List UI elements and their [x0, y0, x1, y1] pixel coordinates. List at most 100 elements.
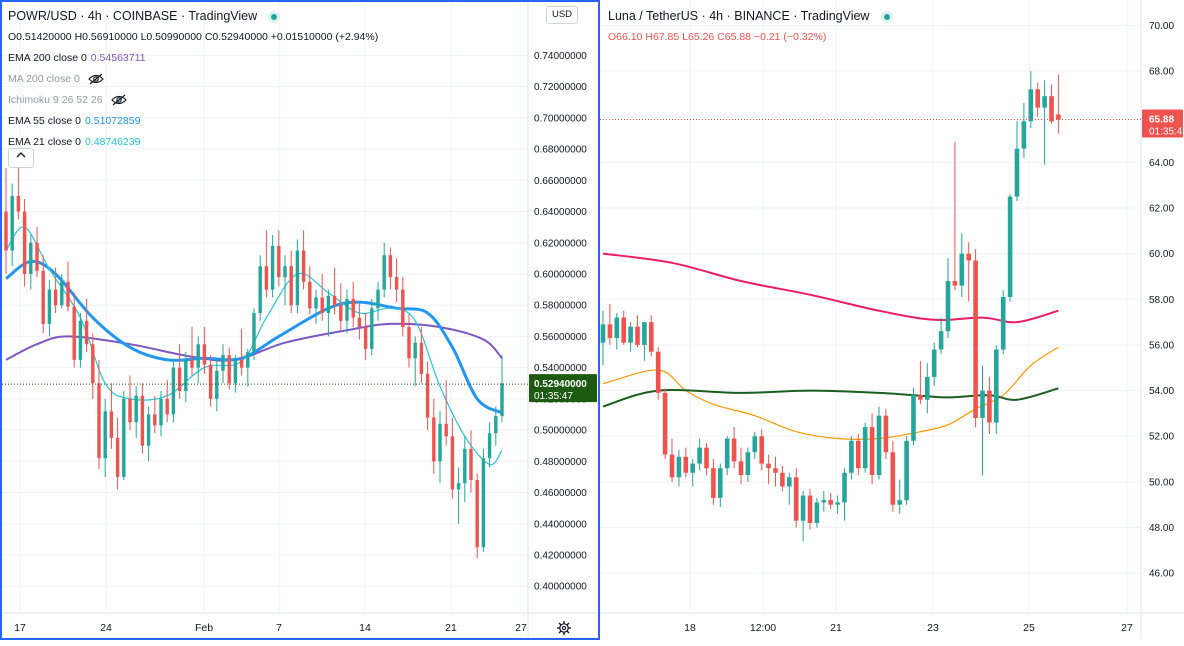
candle[interactable] [320, 273, 324, 321]
indicator-row[interactable]: EMA 21 close 0 0.48746239 [8, 132, 378, 153]
candle[interactable] [159, 391, 163, 437]
candle[interactable] [807, 488, 813, 530]
candle[interactable] [821, 491, 827, 512]
candle[interactable] [10, 183, 14, 267]
candle[interactable] [264, 230, 269, 298]
candle[interactable] [718, 463, 723, 507]
candle[interactable] [711, 459, 716, 505]
candle[interactable] [47, 280, 52, 337]
candle[interactable] [883, 408, 889, 460]
candle[interactable] [842, 468, 847, 521]
candle[interactable] [301, 230, 306, 290]
candle[interactable] [856, 433, 861, 476]
candle[interactable] [628, 322, 633, 352]
candle[interactable] [339, 283, 343, 331]
candle[interactable] [890, 440, 896, 512]
candle[interactable] [1014, 121, 1020, 202]
candle[interactable] [911, 388, 916, 446]
candle[interactable] [1021, 103, 1027, 158]
candle[interactable] [314, 289, 318, 324]
candle[interactable] [407, 314, 411, 368]
candle[interactable] [1049, 84, 1054, 124]
candle[interactable] [475, 473, 479, 559]
candle[interactable] [326, 289, 331, 337]
candle[interactable] [289, 250, 293, 313]
plot-area[interactable] [600, 0, 1141, 613]
candle[interactable] [959, 233, 965, 298]
candle[interactable] [635, 315, 640, 348]
plot-area[interactable] [2, 0, 528, 613]
candle[interactable] [481, 448, 486, 552]
candle[interactable] [41, 255, 45, 334]
candle[interactable] [103, 398, 107, 477]
candle[interactable] [29, 234, 33, 290]
candle[interactable] [724, 436, 730, 476]
candle[interactable] [621, 310, 626, 345]
right-price-axis[interactable]: 70.0068.0066.0064.0062.0060.0058.0056.00… [600, 0, 1183, 639]
candle[interactable] [425, 361, 430, 431]
candle[interactable] [952, 141, 958, 291]
candle[interactable] [357, 302, 362, 340]
candle[interactable] [925, 363, 930, 414]
candle[interactable] [202, 327, 207, 374]
left-symbol-title[interactable]: POWR/USD · 4h · COINBASE · TradingView [8, 9, 258, 23]
candle[interactable] [849, 436, 854, 480]
ema-55-line[interactable] [5, 259, 503, 415]
candle[interactable] [828, 493, 833, 510]
candle[interactable] [252, 308, 256, 360]
candle[interactable] [662, 388, 668, 460]
candle[interactable] [246, 348, 250, 387]
candle[interactable] [642, 322, 647, 361]
candle[interactable] [938, 317, 944, 355]
candle[interactable] [332, 267, 337, 315]
candle[interactable] [394, 258, 399, 303]
candle[interactable] [283, 255, 287, 306]
ma-green-line[interactable] [602, 387, 1059, 408]
candle[interactable] [351, 281, 355, 328]
candle[interactable] [258, 255, 262, 321]
candle[interactable] [897, 479, 902, 514]
candle[interactable] [1000, 290, 1006, 355]
candle[interactable] [134, 386, 138, 438]
candle[interactable] [382, 242, 386, 298]
candle[interactable] [731, 427, 737, 469]
candle[interactable] [60, 273, 64, 309]
candle[interactable] [72, 292, 76, 368]
candle[interactable] [607, 303, 613, 345]
candle[interactable] [53, 267, 58, 313]
candle[interactable] [918, 360, 923, 405]
candle[interactable] [208, 355, 213, 407]
candle[interactable] [419, 327, 424, 384]
candle[interactable] [184, 352, 188, 402]
indicator-row[interactable]: MA 200 close 0 [8, 69, 378, 90]
candle[interactable] [165, 380, 169, 423]
candle[interactable] [745, 447, 751, 482]
candle[interactable] [444, 380, 448, 446]
candle[interactable] [463, 436, 467, 502]
candle[interactable] [66, 261, 70, 312]
candle[interactable] [109, 383, 114, 449]
candle[interactable] [456, 467, 461, 524]
candle[interactable] [904, 436, 909, 505]
candle[interactable] [980, 365, 985, 476]
candle[interactable] [704, 443, 709, 476]
candle[interactable] [432, 398, 436, 474]
candle[interactable] [270, 234, 275, 298]
candle[interactable] [295, 239, 300, 313]
candle[interactable] [987, 376, 992, 434]
candle[interactable] [171, 359, 176, 423]
candle[interactable] [649, 315, 654, 357]
candle[interactable] [500, 355, 504, 423]
right-time-axis[interactable]: 18 12:00 21 23 25 27 [600, 612, 1184, 634]
candle[interactable] [78, 313, 83, 368]
candle[interactable] [835, 495, 840, 514]
candle[interactable] [450, 417, 455, 499]
candle[interactable] [370, 298, 374, 356]
indicator-row[interactable]: EMA 55 close 0 0.51072859 [8, 111, 378, 132]
candle[interactable] [153, 395, 157, 434]
right-chart-pane[interactable]: 70.0068.0066.0064.0062.0060.0058.0056.00… [600, 0, 1184, 646]
candle[interactable] [140, 383, 145, 454]
candle[interactable] [655, 347, 661, 400]
candle[interactable] [1035, 82, 1040, 117]
